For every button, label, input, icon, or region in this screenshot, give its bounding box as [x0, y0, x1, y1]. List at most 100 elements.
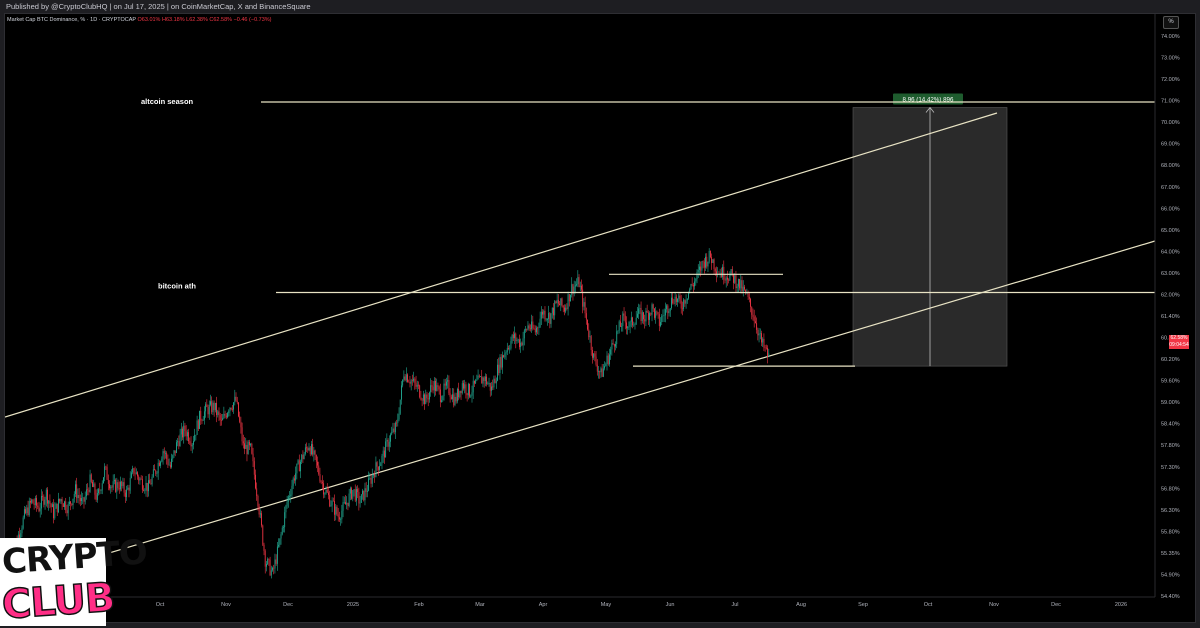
candle-body: [111, 486, 113, 488]
candle-body: [269, 559, 271, 576]
y-tick-label: 55.80%: [1161, 529, 1180, 535]
candle-body: [669, 307, 671, 312]
candle-body: [359, 502, 361, 504]
btc-dominance-chart[interactable]: 8.96 (14.42%) 896 altcoin season bitcoin …: [5, 14, 1195, 622]
candle-body: [92, 481, 93, 487]
candle-body: [598, 371, 599, 372]
candle-body: [319, 474, 321, 482]
candle-body: [562, 305, 564, 308]
candle-body: [516, 340, 518, 342]
percent-scale-button[interactable]: %: [1163, 16, 1179, 29]
candle-body: [645, 310, 647, 322]
candle-body: [383, 450, 385, 458]
candle-body: [366, 490, 368, 492]
candle-body: [166, 453, 168, 459]
candle-body: [593, 353, 595, 358]
candle-body: [420, 397, 422, 400]
candle-body: [407, 374, 408, 382]
candle-body: [573, 286, 575, 294]
y-tick-label: 74.00%: [1161, 34, 1180, 40]
candle-body: [196, 420, 198, 435]
y-tick-label: 61.40%: [1161, 314, 1180, 320]
candle-body: [633, 324, 635, 326]
candle-body: [673, 303, 675, 304]
candle-body: [168, 464, 170, 466]
candle-body: [76, 484, 78, 499]
candle-body: [345, 502, 346, 505]
candle-body: [504, 353, 506, 358]
y-tick-label: 62.00%: [1161, 292, 1180, 298]
candle-body: [118, 488, 120, 490]
last-price-label: 62.58% 09:04:54: [1169, 335, 1189, 349]
candle-body: [284, 512, 286, 528]
candle-body: [401, 385, 402, 400]
candle-body: [103, 477, 104, 484]
candle-body: [568, 294, 570, 302]
price-axis[interactable]: 74.00% 73.00% 72.00% 71.00% 70.00% 69.00% 68.0…: [1154, 14, 1195, 622]
candle-body: [735, 275, 737, 289]
candle-body: [330, 505, 332, 507]
time-axis[interactable]: Oct Nov Dec 2025 Feb Mar Apr May Jun Jul Aug Sep Oct…: [5, 596, 1155, 608]
candle-body: [165, 453, 166, 454]
candle-body: [216, 402, 217, 415]
candle-body: [373, 474, 374, 476]
candle-body: [341, 510, 343, 520]
candle-body: [517, 339, 519, 341]
chart-frame[interactable]: 8.96 (14.42%) 896 altcoin season bitcoin …: [4, 13, 1196, 623]
trendline-layer: [5, 112, 1156, 585]
candle-body: [677, 298, 678, 302]
candle-body: [426, 394, 428, 399]
candle-body: [51, 504, 53, 508]
candle-body: [290, 494, 292, 497]
candle-body: [245, 444, 247, 449]
candle-body: [155, 470, 157, 474]
y-tick-label: 56.30%: [1161, 508, 1180, 514]
candle-body: [49, 500, 51, 504]
candle-body: [619, 321, 621, 327]
candle-body: [734, 275, 736, 283]
candle-body: [484, 376, 486, 381]
candle-body: [539, 318, 541, 327]
y-tick-label: 59.60%: [1161, 379, 1180, 385]
candle-body: [671, 297, 672, 308]
candle-body: [529, 328, 531, 330]
candle-body: [124, 492, 126, 498]
y-tick-label: 73.00%: [1161, 56, 1180, 62]
candle-body: [472, 380, 474, 393]
candle-body: [363, 490, 365, 501]
candle-body: [172, 455, 174, 459]
candle-body: [252, 453, 254, 462]
candle-body: [398, 413, 400, 420]
candle-body: [509, 348, 511, 350]
candle-body: [621, 326, 623, 327]
candle-body: [236, 400, 238, 403]
last-price-value: 62.58%: [1170, 335, 1188, 341]
candle-body: [304, 447, 306, 454]
candle-body: [441, 400, 443, 402]
candle-body: [90, 474, 92, 482]
candle-body: [22, 517, 24, 529]
candle-body: [68, 501, 70, 505]
candle-body: [442, 396, 444, 401]
candle-body: [643, 312, 644, 320]
candle-body: [25, 509, 27, 514]
candle-body: [514, 333, 515, 339]
candle-body: [141, 479, 143, 490]
candle-body: [534, 329, 536, 333]
candle-body: [386, 439, 388, 442]
candle-body: [501, 355, 503, 368]
candle-body: [351, 488, 353, 499]
candle-body: [231, 409, 233, 410]
candle-body: [480, 376, 481, 378]
candle-body: [38, 507, 40, 512]
candle-body: [169, 464, 171, 468]
candle-body: [167, 458, 169, 465]
high-value: H63.18%: [161, 17, 185, 23]
candle-body: [272, 567, 273, 571]
candle-body: [567, 294, 569, 309]
candle-body: [287, 496, 289, 502]
candle-body: [218, 411, 220, 416]
candle-body: [43, 496, 45, 505]
candle-body: [328, 492, 329, 496]
candle-body: [424, 394, 425, 405]
